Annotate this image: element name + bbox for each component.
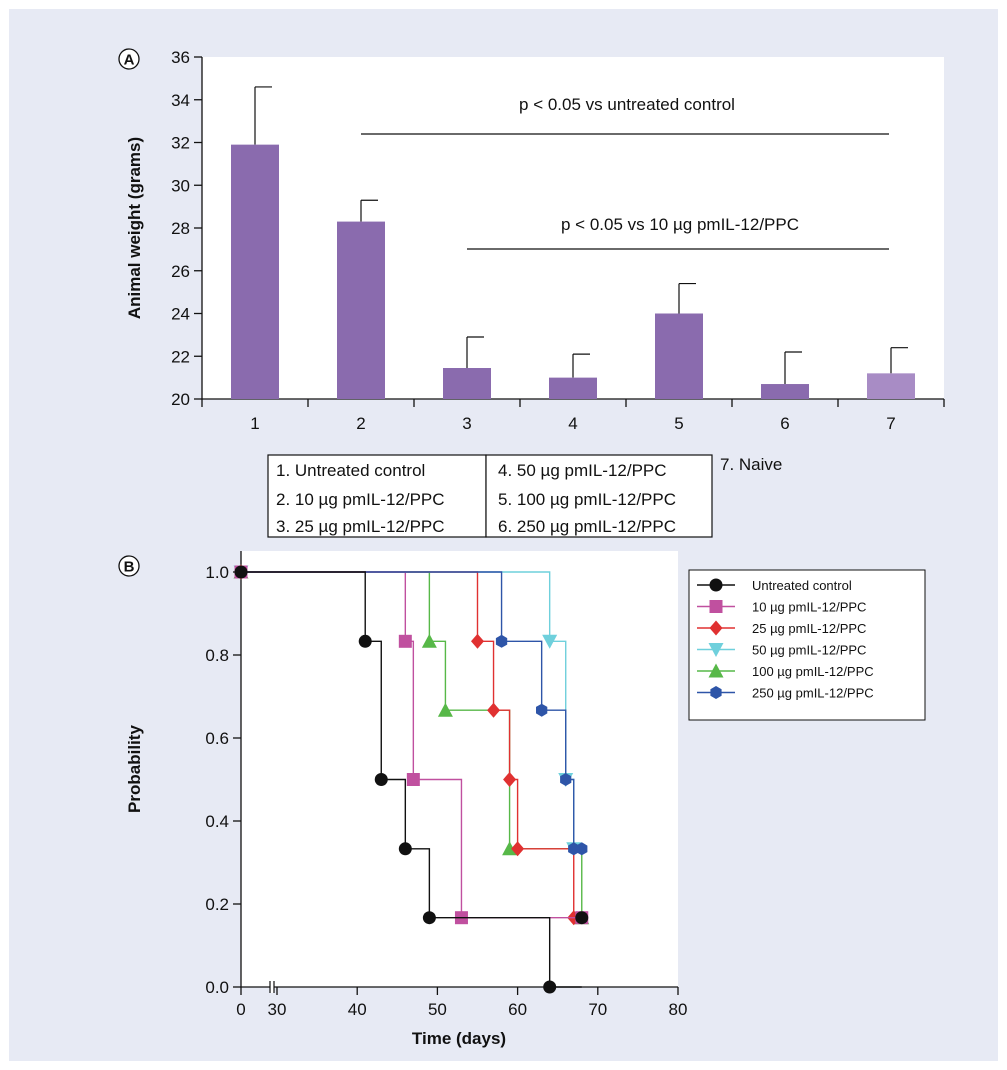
survival-point	[375, 773, 388, 786]
y-tick-label-a: 32	[171, 134, 190, 153]
x-tick-label-b: 0	[236, 1000, 245, 1019]
significance-label: p < 0.05 vs untreated control	[519, 95, 735, 114]
y-axis-title-a: Animal weight (grams)	[125, 137, 144, 319]
bar-1	[231, 145, 279, 399]
x-tick-label-a: 1	[250, 414, 259, 433]
significance-label: p < 0.05 vs 10 µg pmIL-12/PPC	[561, 215, 799, 234]
legend-label: Untreated control	[752, 578, 852, 593]
y-tick-label-a: 26	[171, 262, 190, 281]
x-tick-label-a: 4	[568, 414, 577, 433]
legend-label: 25 µg pmIL-12/PPC	[752, 621, 866, 636]
legend-label: 250 µg pmIL-12/PPC	[752, 686, 874, 701]
y-tick-label-b: 1.0	[205, 563, 229, 582]
legend-label: 100 µg pmIL-12/PPC	[752, 664, 874, 679]
y-tick-label-a: 28	[171, 219, 190, 238]
y-tick-label-b: 0.8	[205, 646, 229, 665]
legend-label: 50 µg pmIL-12/PPC	[752, 643, 866, 658]
legend-marker	[710, 600, 723, 613]
y-tick-label-a: 30	[171, 176, 190, 195]
legend-label: 10 µg pmIL-12/PPC	[752, 600, 866, 615]
y-tick-label-a: 22	[171, 347, 190, 366]
y-tick-label-b: 0.4	[205, 812, 229, 831]
key-entry: 2. 10 µg pmIL-12/PPC	[276, 490, 445, 509]
y-tick-label-b: 0.6	[205, 729, 229, 748]
panel-a-key: 1. Untreated control 4. 50 µg pmIL-12/PPC…	[268, 455, 782, 537]
survival-point	[407, 773, 420, 786]
bar-5	[655, 314, 703, 400]
key-entry: 1. Untreated control	[276, 461, 425, 480]
survival-point	[543, 981, 556, 994]
x-tick-label-a: 5	[674, 414, 683, 433]
key-entry: 3. 25 µg pmIL-12/PPC	[276, 517, 445, 536]
x-tick-label-a: 6	[780, 414, 789, 433]
x-tick-label-b: 40	[348, 1000, 367, 1019]
survival-point	[423, 911, 436, 924]
x-tick-label-a: 3	[462, 414, 471, 433]
survival-point	[399, 635, 412, 648]
survival-point	[399, 842, 412, 855]
y-tick-label-a: 20	[171, 390, 190, 409]
y-tick-label-a: 36	[171, 48, 190, 67]
x-tick-label-a: 7	[886, 414, 895, 433]
bar-6	[761, 384, 809, 399]
key-entry: 5. 100 µg pmIL-12/PPC	[498, 490, 676, 509]
key-entry: 6. 250 µg pmIL-12/PPC	[498, 517, 676, 536]
bar-3	[443, 368, 491, 399]
bar-2	[337, 222, 385, 399]
key-entry: 7. Naive	[720, 455, 782, 474]
x-tick-label-b: 50	[428, 1000, 447, 1019]
x-tick-label-b: 80	[669, 1000, 688, 1019]
bar-4	[549, 378, 597, 399]
panel-label-a: A	[124, 52, 135, 69]
x-tick-label-b: 70	[588, 1000, 607, 1019]
key-entry: 4. 50 µg pmIL-12/PPC	[498, 461, 667, 480]
x-tick-label-b: 60	[508, 1000, 527, 1019]
panel-label-b: B	[124, 559, 135, 576]
survival-point	[235, 566, 248, 579]
x-axis-title-b: Time (days)	[412, 1029, 506, 1048]
y-tick-label-b: 0.2	[205, 895, 229, 914]
survival-point	[359, 635, 372, 648]
y-tick-label-a: 24	[171, 305, 190, 324]
legend-marker	[710, 579, 723, 592]
x-tick-label-a: 2	[356, 414, 365, 433]
bar-7	[867, 373, 915, 399]
y-axis-title-b: Probability	[125, 725, 144, 813]
y-tick-label-a: 34	[171, 91, 190, 110]
x-tick-label-b: 30	[268, 1000, 287, 1019]
censored-point	[575, 911, 588, 924]
panel-b-chart: B 0.0 0.2 0.4 0.6 0.8 1.0 0 30 40 50 60 70 80 Time (da…	[119, 551, 925, 1048]
y-tick-label-b: 0.0	[205, 978, 229, 997]
